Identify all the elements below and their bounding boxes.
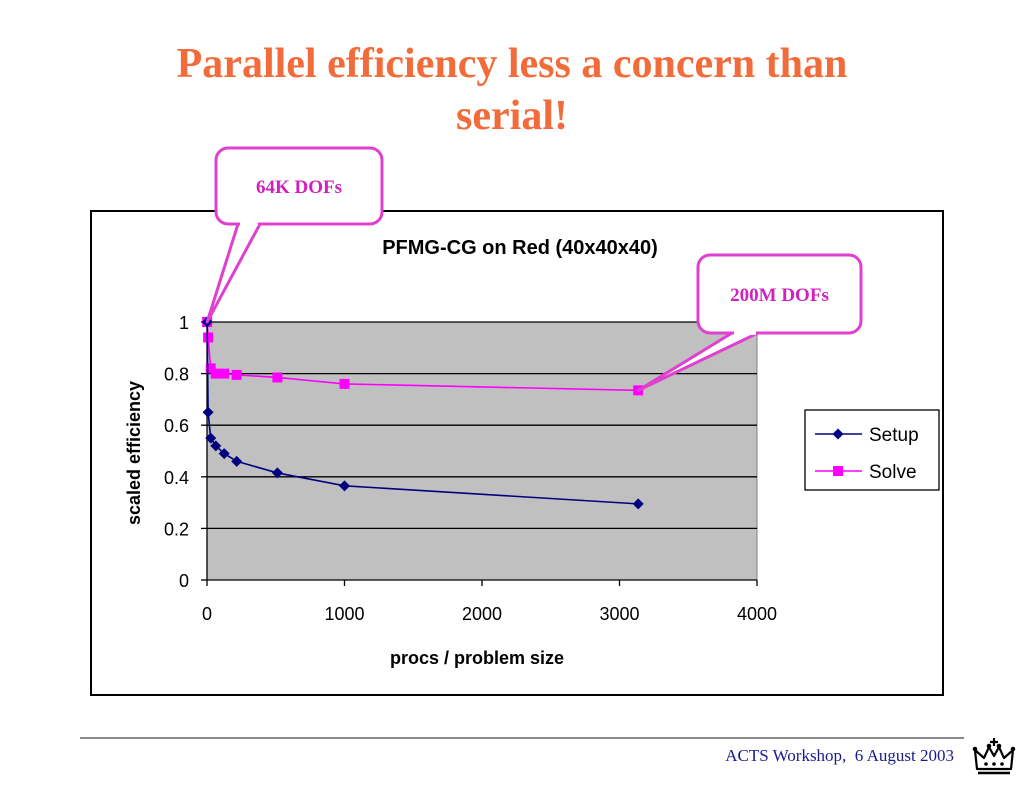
- data-point-setup: [231, 455, 243, 467]
- title-line-2: serial!: [456, 93, 568, 139]
- x-tick-label: 1000: [324, 604, 364, 624]
- data-point-solve: [205, 363, 216, 374]
- crown-icon: [972, 738, 1016, 775]
- footer-text: ACTS Workshop, 6 August 2003: [725, 746, 954, 765]
- callout-box: [696, 253, 863, 335]
- chart-title: PFMG-CG on Red (40x40x40): [382, 237, 658, 259]
- data-point-setup: [632, 498, 644, 510]
- x-axis-label: procs / problem size: [390, 648, 564, 668]
- callout-text: 64K DOFs: [256, 177, 342, 198]
- y-tick-label: 0.6: [164, 416, 189, 436]
- legend-label-solve: Solve: [869, 462, 917, 483]
- legend-marker-setup: [832, 428, 844, 440]
- x-tick-label: 3000: [599, 604, 639, 624]
- y-tick-label: 0.2: [164, 519, 189, 539]
- y-axis-label: scaled efficiency: [124, 381, 144, 525]
- data-point-solve: [210, 368, 221, 379]
- data-point-setup: [210, 440, 222, 452]
- data-point-setup: [202, 406, 214, 418]
- data-point-solve: [339, 378, 350, 389]
- data-point-solve: [231, 369, 242, 380]
- data-point-setup: [339, 480, 350, 492]
- slide-title: Parallel efficiency less a concern than …: [0, 38, 1024, 142]
- data-point-solve: [272, 372, 283, 383]
- x-tick-label: 2000: [462, 604, 502, 624]
- y-tick-label: 0: [179, 571, 189, 591]
- data-point-solve: [219, 368, 230, 379]
- footer-divider: [80, 737, 964, 739]
- y-tick-labels: 0 0.2 0.4 0.6 0.8 1: [164, 313, 189, 591]
- y-tick-label: 0.4: [164, 468, 189, 488]
- plot-area: [206, 321, 758, 581]
- legend-label-setup: Setup: [869, 425, 919, 446]
- callouts: 64K DOFs 200M DOFs: [205, 146, 863, 392]
- x-tick-label: 4000: [737, 604, 777, 624]
- x-tick-label: 0: [202, 604, 212, 624]
- data-point-setup: [205, 432, 217, 444]
- x-tick-labels: 0 1000 2000 3000 4000: [202, 604, 777, 624]
- callout-2: 200M DOFs: [636, 253, 863, 392]
- callout-box: [214, 146, 384, 226]
- data-point-setup: [271, 467, 283, 479]
- callout-1: 64K DOFs: [205, 146, 384, 324]
- y-tick-label: 1: [179, 313, 189, 333]
- legend: Setup Solve: [804, 409, 940, 491]
- gridlines: [207, 321, 757, 530]
- series-layer: [201, 316, 644, 510]
- callout-pointer: [205, 222, 262, 324]
- legend-box: [804, 409, 940, 491]
- data-point-setup: [218, 448, 230, 460]
- title-line-1: Parallel efficiency less a concern than: [176, 41, 848, 87]
- y-tick-label: 0.8: [164, 365, 189, 385]
- legend-marker-solve: [833, 466, 843, 476]
- callout-text: 200M DOFs: [730, 285, 829, 306]
